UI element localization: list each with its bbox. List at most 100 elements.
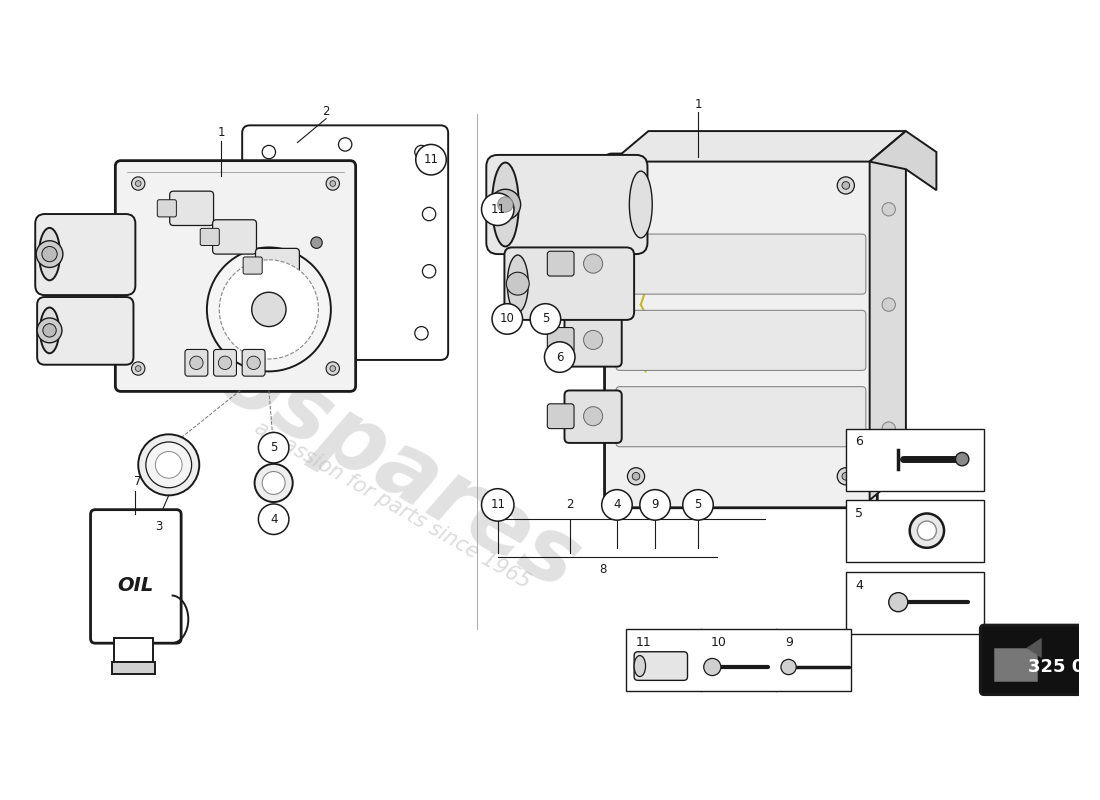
FancyBboxPatch shape xyxy=(846,500,984,562)
Circle shape xyxy=(683,490,713,520)
Circle shape xyxy=(36,241,63,267)
Circle shape xyxy=(207,247,331,371)
Circle shape xyxy=(254,464,293,502)
FancyBboxPatch shape xyxy=(564,314,622,366)
Text: 1: 1 xyxy=(218,126,224,139)
FancyBboxPatch shape xyxy=(616,234,866,294)
Text: eurospares: eurospares xyxy=(57,248,595,610)
FancyBboxPatch shape xyxy=(212,220,256,254)
Circle shape xyxy=(842,473,849,480)
FancyBboxPatch shape xyxy=(37,297,133,365)
FancyBboxPatch shape xyxy=(564,390,622,443)
Circle shape xyxy=(326,362,340,375)
FancyBboxPatch shape xyxy=(634,652,688,680)
Text: 6: 6 xyxy=(556,350,563,363)
Circle shape xyxy=(584,254,603,273)
Circle shape xyxy=(258,433,289,463)
Circle shape xyxy=(422,265,436,278)
FancyBboxPatch shape xyxy=(980,625,1100,694)
Circle shape xyxy=(584,406,603,426)
Text: 11: 11 xyxy=(491,498,505,511)
Circle shape xyxy=(262,326,276,340)
Circle shape xyxy=(415,146,428,158)
Circle shape xyxy=(261,434,287,461)
Text: 9: 9 xyxy=(785,636,793,649)
Circle shape xyxy=(189,356,204,370)
Circle shape xyxy=(482,193,514,226)
FancyBboxPatch shape xyxy=(564,238,622,290)
Polygon shape xyxy=(1027,638,1042,658)
FancyBboxPatch shape xyxy=(116,161,355,391)
Ellipse shape xyxy=(40,307,59,354)
Text: 6: 6 xyxy=(856,435,864,449)
Circle shape xyxy=(415,326,428,340)
Polygon shape xyxy=(613,131,906,162)
Circle shape xyxy=(135,366,141,371)
Circle shape xyxy=(326,177,340,190)
Text: 10: 10 xyxy=(499,313,515,326)
Circle shape xyxy=(956,453,969,466)
Bar xyxy=(112,662,155,674)
Circle shape xyxy=(146,442,191,488)
FancyBboxPatch shape xyxy=(846,572,984,634)
Circle shape xyxy=(219,260,319,359)
Circle shape xyxy=(602,490,632,520)
Circle shape xyxy=(416,145,447,175)
Circle shape xyxy=(330,366,336,371)
Circle shape xyxy=(135,181,141,186)
Text: 3: 3 xyxy=(155,520,163,534)
FancyBboxPatch shape xyxy=(505,247,634,320)
Text: a passion for parts since 1965: a passion for parts since 1965 xyxy=(252,418,535,592)
Circle shape xyxy=(482,489,514,521)
Circle shape xyxy=(262,146,276,158)
Text: 7: 7 xyxy=(134,474,142,487)
FancyBboxPatch shape xyxy=(200,228,219,246)
FancyBboxPatch shape xyxy=(616,386,866,446)
Circle shape xyxy=(262,471,285,494)
Circle shape xyxy=(627,177,645,194)
Circle shape xyxy=(704,658,720,675)
FancyBboxPatch shape xyxy=(169,191,213,226)
Circle shape xyxy=(492,304,522,334)
Text: 1: 1 xyxy=(694,98,702,111)
Ellipse shape xyxy=(492,162,519,246)
FancyBboxPatch shape xyxy=(185,350,208,376)
Text: 9: 9 xyxy=(651,498,659,511)
Circle shape xyxy=(252,292,286,326)
Circle shape xyxy=(42,246,57,262)
FancyBboxPatch shape xyxy=(548,251,574,276)
Circle shape xyxy=(339,334,352,347)
Ellipse shape xyxy=(40,228,60,280)
FancyBboxPatch shape xyxy=(255,248,299,282)
Text: 5: 5 xyxy=(270,441,277,454)
Circle shape xyxy=(837,468,855,485)
Circle shape xyxy=(889,593,908,612)
Circle shape xyxy=(218,356,232,370)
FancyBboxPatch shape xyxy=(242,350,265,376)
Circle shape xyxy=(254,207,268,221)
Text: 5: 5 xyxy=(541,313,549,326)
FancyBboxPatch shape xyxy=(243,257,262,274)
FancyBboxPatch shape xyxy=(627,629,850,691)
FancyBboxPatch shape xyxy=(846,429,984,490)
Text: 4: 4 xyxy=(613,498,620,511)
Ellipse shape xyxy=(507,255,528,312)
Text: 5: 5 xyxy=(856,507,864,520)
Circle shape xyxy=(497,197,513,212)
Circle shape xyxy=(627,468,645,485)
Text: 4: 4 xyxy=(856,578,864,591)
FancyBboxPatch shape xyxy=(157,200,176,217)
Circle shape xyxy=(254,265,268,278)
Circle shape xyxy=(837,177,855,194)
Circle shape xyxy=(910,514,944,548)
FancyBboxPatch shape xyxy=(35,214,135,295)
Circle shape xyxy=(842,182,849,190)
Text: OIL: OIL xyxy=(118,577,154,595)
Circle shape xyxy=(882,298,895,311)
Text: 325 01: 325 01 xyxy=(1027,658,1097,676)
Circle shape xyxy=(155,451,183,478)
Circle shape xyxy=(917,521,936,540)
Circle shape xyxy=(132,177,145,190)
Circle shape xyxy=(258,504,289,534)
Circle shape xyxy=(246,356,261,370)
